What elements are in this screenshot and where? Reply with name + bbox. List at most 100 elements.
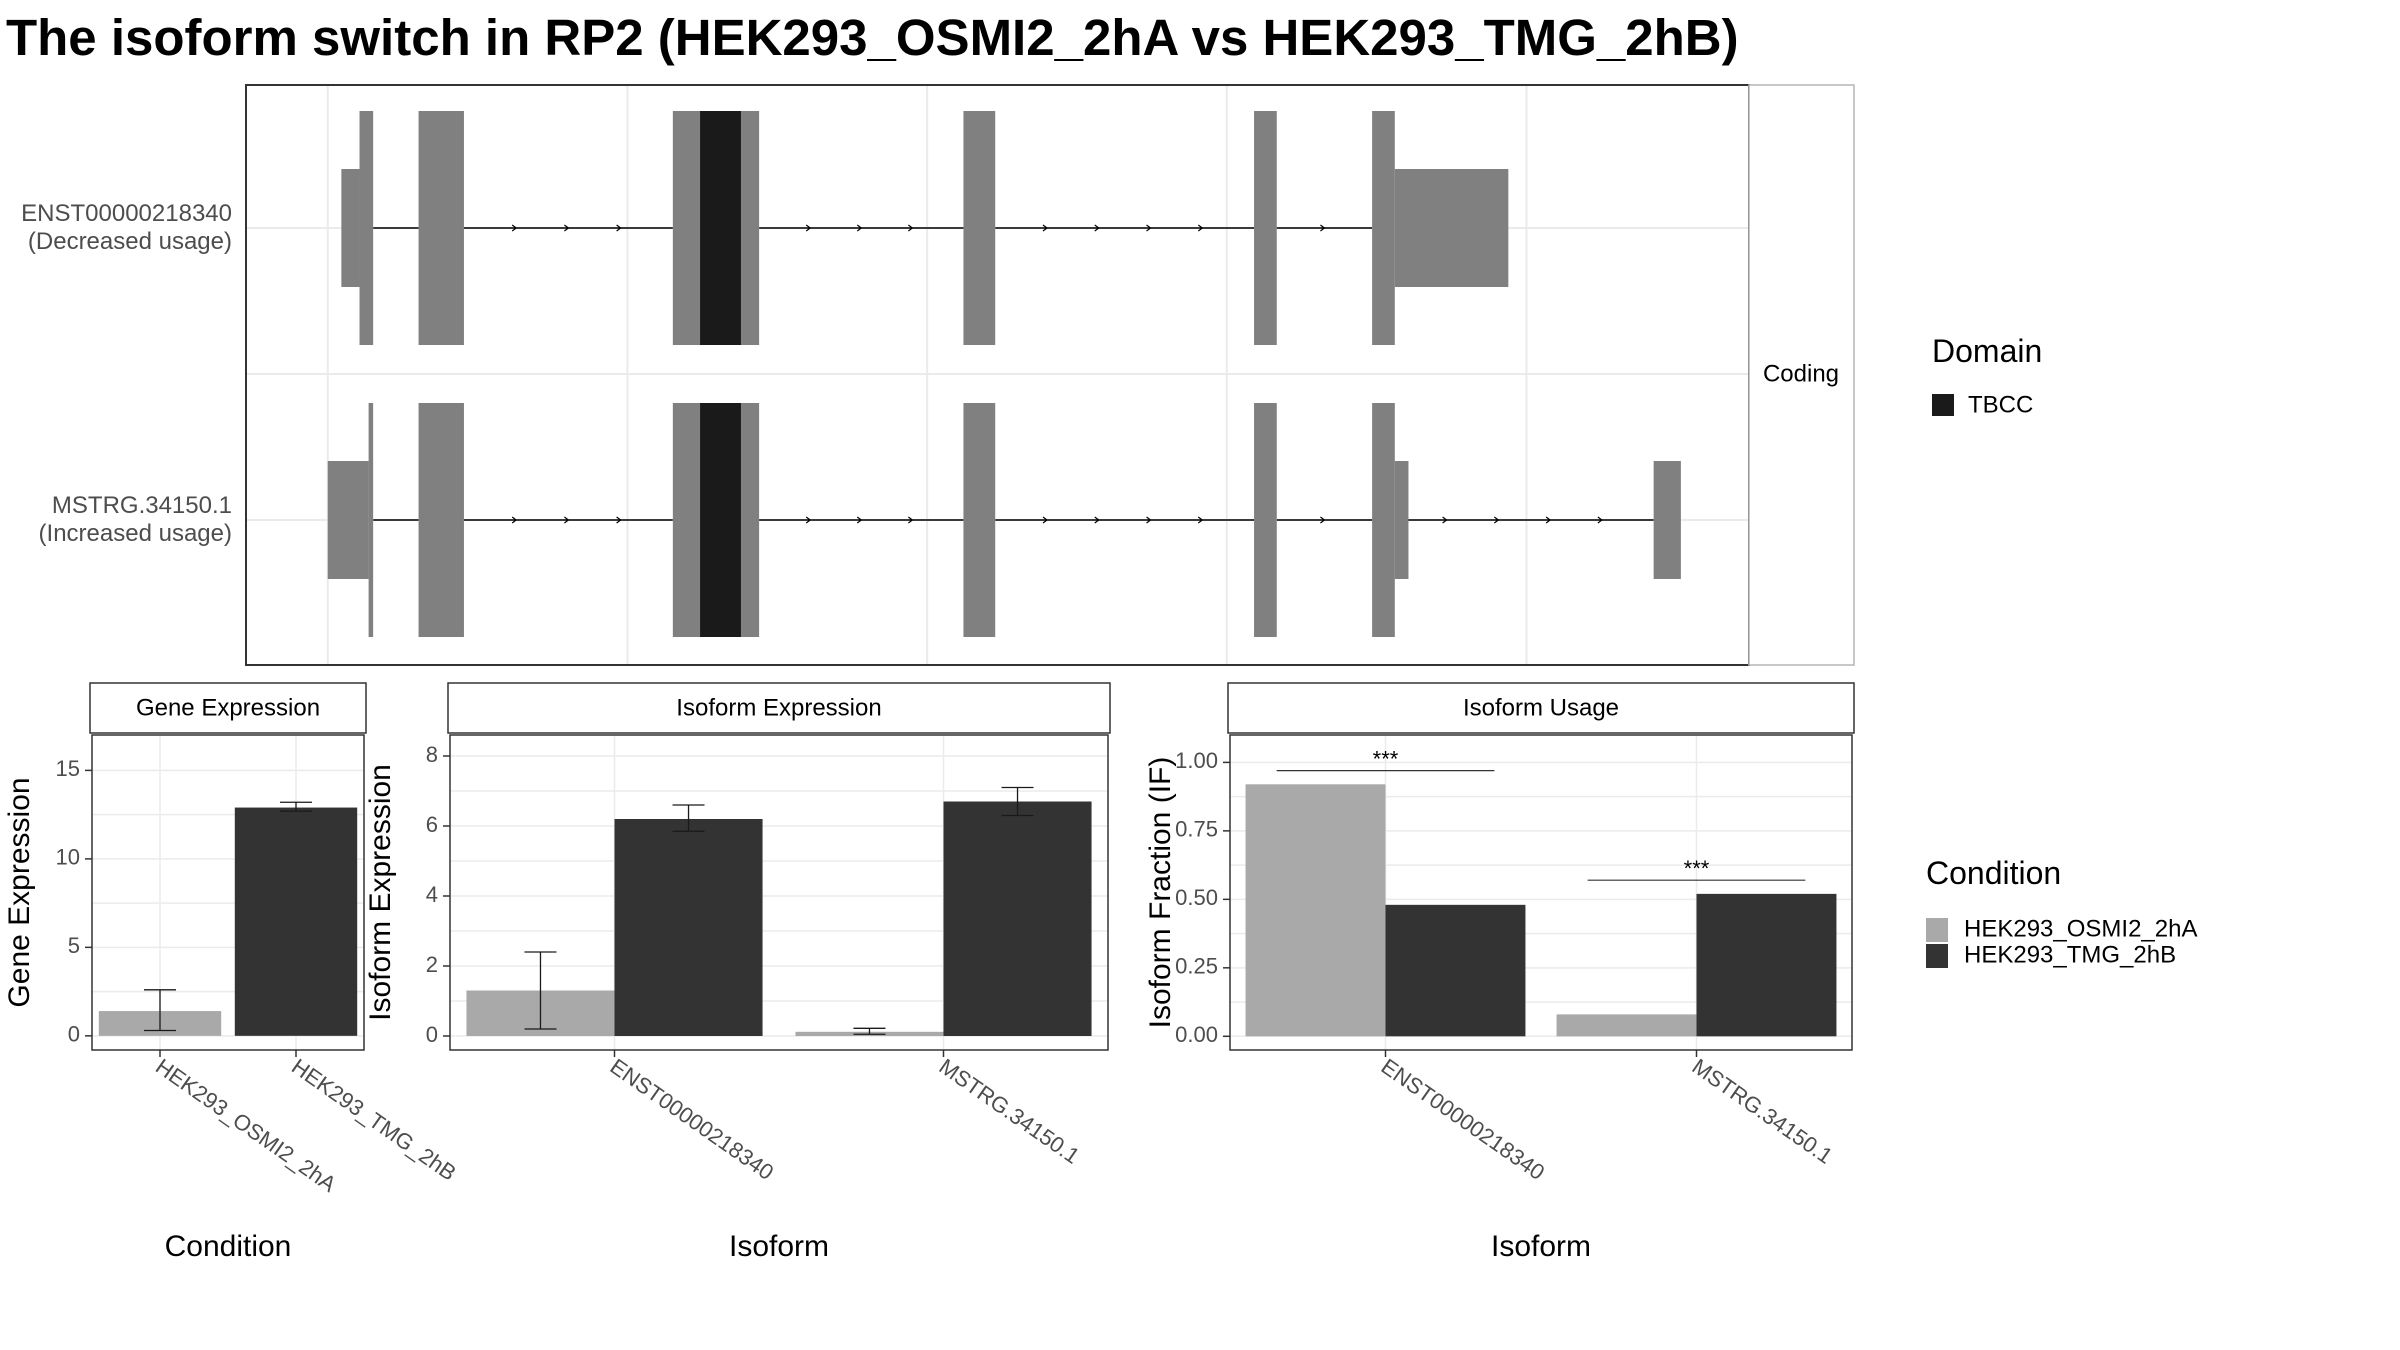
y-tick-label: 0 <box>68 1022 80 1047</box>
intron-arrow <box>1197 516 1204 524</box>
legend-domain-title: Domain <box>1932 333 2042 369</box>
coding-exon <box>1254 403 1277 637</box>
intron-arrow <box>564 224 570 232</box>
isoform-id-label: ENST00000218340 <box>21 200 232 227</box>
legend-domain-swatch <box>1932 394 1954 416</box>
y-tick-label: 4 <box>426 882 438 907</box>
intron-arrow <box>805 516 812 524</box>
coding-exon <box>418 403 464 637</box>
page-title: The isoform switch in RP2 (HEK293_OSMI2_… <box>6 9 1739 66</box>
y-tick-label: 6 <box>426 812 438 837</box>
intron-arrow <box>1493 516 1500 524</box>
x-tick-label: MSTRG.34150.1 <box>935 1054 1085 1169</box>
panel-strip <box>89 682 367 734</box>
panel-title: Gene Expression <box>136 694 320 721</box>
bar-HEK293_OSMI2_2hA <box>1245 784 1386 1037</box>
utr-exon <box>1394 461 1409 579</box>
intron-arrow <box>1442 516 1448 524</box>
structure-facet-label: Coding <box>1763 360 1839 387</box>
isoform-usage-label: (Decreased usage) <box>28 228 232 255</box>
structure-facet-strip <box>1748 84 1855 666</box>
legend-condition-label: HEK293_TMG_2hB <box>1964 941 2176 968</box>
coding-exon <box>963 111 996 345</box>
utr-exon <box>1653 461 1681 579</box>
intron-arrow <box>1197 224 1204 232</box>
legend-condition-label: HEK293_OSMI2_2hA <box>1964 915 2197 942</box>
x-axis-title: Isoform <box>1491 1230 1591 1263</box>
y-tick-label: 15 <box>56 756 80 781</box>
y-tick-label: 0.75 <box>1175 817 1218 842</box>
x-tick-label: ENST00000218340 <box>606 1054 779 1185</box>
panel-strip <box>1227 682 1855 734</box>
panel-title: Isoform Expression <box>676 694 881 721</box>
intron-arrow <box>1320 516 1326 524</box>
panel-border <box>1229 734 1853 1051</box>
intron-arrow <box>805 224 812 232</box>
x-axis-title: Isoform <box>729 1230 829 1263</box>
significance-label: *** <box>1373 747 1399 772</box>
utr-exon <box>1394 169 1509 287</box>
y-tick-label: 2 <box>426 952 438 977</box>
isoform-id-label: MSTRG.34150.1 <box>52 492 232 519</box>
legend-condition-swatch <box>1926 918 1948 942</box>
intron-arrow <box>1597 516 1603 524</box>
significance-label: *** <box>1684 856 1710 881</box>
y-tick-label: 0 <box>426 1022 438 1047</box>
intron-arrow <box>564 516 570 524</box>
domain-block <box>700 111 741 345</box>
isoform-usage-label: (Increased usage) <box>39 520 232 547</box>
utr-exon <box>341 169 360 287</box>
coding-exon <box>1254 111 1277 345</box>
intron-arrow <box>616 224 622 232</box>
bar-HEK293_OSMI2_2hA <box>1556 1014 1697 1037</box>
y-tick-label: 8 <box>426 742 438 767</box>
y-axis-title: Isoform Fraction (IF) <box>1144 757 1177 1029</box>
x-tick-label: MSTRG.34150.1 <box>1688 1054 1838 1169</box>
intron-arrow <box>1094 224 1100 232</box>
panel-border <box>449 734 1109 1051</box>
legend-condition-title: Condition <box>1926 855 2061 891</box>
coding-exon <box>359 111 374 345</box>
intron-arrow <box>1320 224 1326 232</box>
y-tick-label: 5 <box>68 933 80 958</box>
x-axis-title: Condition <box>165 1230 292 1263</box>
bar-HEK293_TMG_2hB <box>614 819 763 1036</box>
legend-condition-swatch <box>1926 944 1948 968</box>
intron-arrow <box>511 516 518 524</box>
intron-arrow <box>1146 224 1152 232</box>
y-axis-title: Isoform Expression <box>364 764 397 1021</box>
y-tick-label: 0.00 <box>1175 1022 1218 1047</box>
intron-arrow <box>1042 224 1048 232</box>
y-tick-label: 0.25 <box>1175 954 1218 979</box>
intron-arrow <box>856 516 863 524</box>
domain-block <box>700 403 741 637</box>
coding-exon <box>1372 403 1395 637</box>
intron-arrow <box>1094 516 1100 524</box>
intron-arrow <box>908 224 914 232</box>
intron-arrow <box>856 224 863 232</box>
y-tick-label: 1.00 <box>1175 748 1218 773</box>
coding-exon <box>418 111 464 345</box>
bar-HEK293_TMG_2hB <box>1385 904 1526 1037</box>
coding-exon <box>963 403 996 637</box>
bar-HEK293_TMG_2hB <box>943 801 1092 1036</box>
panel-border <box>91 734 365 1051</box>
y-tick-label: 0.50 <box>1175 885 1218 910</box>
panel-title: Isoform Usage <box>1463 694 1619 721</box>
bar-HEK293_TMG_2hB <box>1696 893 1837 1037</box>
utr-exon <box>327 461 369 579</box>
y-axis-title: Gene Expression <box>3 777 36 1007</box>
intron-arrow <box>616 516 622 524</box>
bar-HEK293_TMG_2hB <box>234 807 358 1036</box>
intron-arrow <box>908 516 914 524</box>
intron-arrow <box>1042 516 1048 524</box>
intron-arrow <box>1146 516 1152 524</box>
intron-arrow <box>1545 516 1552 524</box>
legend-domain-label: TBCC <box>1968 391 2033 418</box>
x-tick-label: ENST00000218340 <box>1377 1054 1550 1185</box>
coding-exon <box>1372 111 1395 345</box>
coding-exon <box>368 403 374 637</box>
intron-arrow <box>511 224 518 232</box>
panel-strip <box>447 682 1111 734</box>
